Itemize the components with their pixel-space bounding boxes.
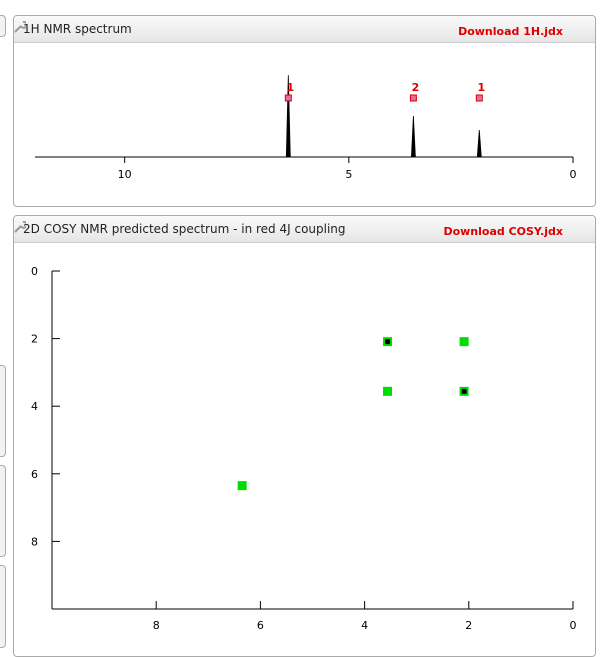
cross-peak <box>383 337 393 347</box>
peak-label: 1 <box>477 81 485 94</box>
peak <box>410 116 416 158</box>
settings-icon[interactable] <box>14 221 26 233</box>
x-tick-label: 0 <box>570 168 577 181</box>
panel: 2D COSY NMR predicted spectrum - in red … <box>13 215 596 657</box>
cross-peak <box>237 481 247 491</box>
peak <box>476 129 482 158</box>
x-tick-label: 2 <box>465 619 472 632</box>
x-tick-label: 6 <box>257 619 264 632</box>
sidebar-tab <box>0 15 6 37</box>
panel-title: 1H NMR spectrum <box>23 22 132 36</box>
peak-marker <box>284 94 292 102</box>
y-tick-label: 4 <box>31 400 38 413</box>
settings-icon[interactable] <box>14 21 26 33</box>
y-tick-label: 8 <box>31 535 38 548</box>
y-tick-label: 6 <box>31 468 38 481</box>
cross-peak <box>459 337 469 347</box>
peak-label: 1 <box>286 81 294 94</box>
panel: 1H NMR spectrum Download 1H.jdx <box>13 15 596 207</box>
y-tick-label: 0 <box>31 265 38 278</box>
x-tick-label: 4 <box>361 619 368 632</box>
x-tick-label: 0 <box>570 619 577 632</box>
peak-marker <box>475 94 483 102</box>
peak <box>285 75 291 158</box>
panel-title: 2D COSY NMR predicted spectrum - in red … <box>23 222 346 236</box>
peak-marker <box>409 94 417 102</box>
download-link[interactable]: Download COSY.jdx <box>443 225 563 238</box>
download-link[interactable]: Download 1H.jdx <box>458 25 563 38</box>
cross-peak <box>459 386 469 396</box>
x-tick-label: 5 <box>345 168 352 181</box>
peak-label: 2 <box>412 81 420 94</box>
x-tick-label: 8 <box>153 619 160 632</box>
panel-header: 2D COSY NMR predicted spectrum - in red … <box>14 216 595 243</box>
sidebar-tab <box>0 465 6 557</box>
sidebar-tab <box>0 365 6 457</box>
panel-header: 1H NMR spectrum Download 1H.jdx <box>14 16 595 43</box>
x-tick-label: 10 <box>118 168 132 181</box>
y-tick-label: 2 <box>31 333 38 346</box>
cross-peak <box>383 386 393 396</box>
